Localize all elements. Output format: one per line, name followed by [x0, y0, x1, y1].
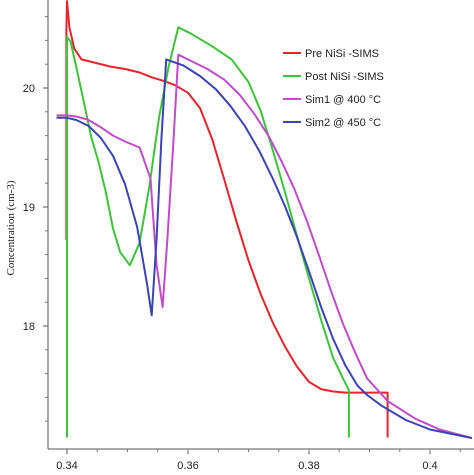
legend-label: Post NiSi -SIMS	[305, 71, 384, 83]
series-line-2	[66, 26, 350, 438]
legend: Pre NiSi -SIMS Post NiSi -SIMS Sim1 @ 400 …	[283, 48, 384, 129]
legend-label: Pre NiSi -SIMS	[305, 48, 379, 60]
legend-label: Sim2 @ 450 °C	[305, 117, 381, 129]
series-line-4	[56, 58, 473, 439]
series-line-1	[65, 0, 389, 438]
x-tick-label: 0.38	[298, 460, 319, 472]
y-tick-label: 19	[23, 202, 35, 214]
x-tick-label: 0.34	[56, 460, 77, 472]
y-tick-label: 18	[23, 321, 35, 333]
x-tick-label: 0.4	[422, 460, 437, 472]
x-tick-label: 0.36	[177, 460, 198, 472]
y-tick-label: 20	[23, 83, 35, 95]
series-layer	[56, 0, 473, 439]
y-axis-title: Concentration (cm-3)	[5, 180, 17, 275]
legend-label: Sim1 @ 400 °C	[305, 94, 381, 106]
y-ticks: 18 19 20	[23, 16, 48, 422]
x-ticks: 0.34 0.36 0.38 0.4	[56, 449, 461, 472]
series-line-3	[56, 53, 473, 439]
